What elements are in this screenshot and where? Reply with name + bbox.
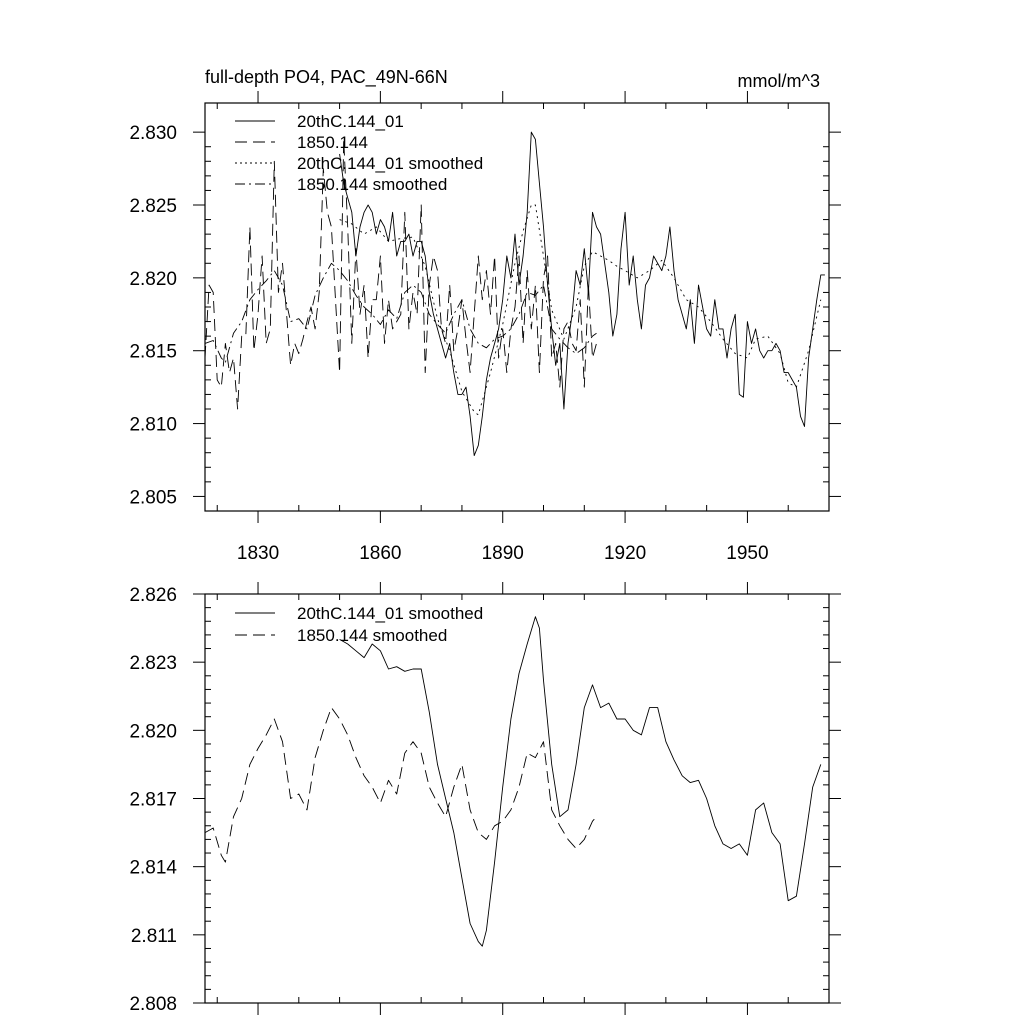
y-tick-label: 2.820 (129, 269, 177, 290)
legend-label: 1850.144 smoothed (297, 175, 447, 194)
y-tick-label: 2.815 (129, 342, 177, 363)
y-tick-label: 2.811 (131, 926, 177, 947)
y-tick-label: 2.814 (129, 858, 177, 879)
y-tick-label: 2.820 (129, 721, 177, 742)
y-tick-label: 2.830 (129, 123, 177, 144)
y-tick-label: 2.810 (129, 415, 177, 436)
y-tick-label: 2.808 (129, 994, 177, 1015)
series-line-20thc-144-01 (339, 131, 825, 457)
y-tick-label: 2.823 (129, 653, 177, 674)
legend-label: 20thC.144_01 smoothed (297, 604, 483, 623)
legend-label: 20thC.144_01 smoothed (297, 154, 483, 173)
plot-frame (204, 593, 830, 1004)
y-tick-label: 2.817 (129, 790, 177, 811)
bottom-chart-panel: 2.808 2.811 2.814 2.817 2.820 2.823 2.826 20thC… (129, 582, 841, 1015)
chart-title: full-depth PO4, PAC_49N-66N (205, 67, 448, 88)
legend-label: 1850.144 smoothed (297, 626, 447, 645)
x-tick-label: 1920 (604, 543, 646, 564)
series-line-1850-144-smoothed (204, 262, 597, 363)
legend-label: 20thC.144_01 (297, 112, 404, 131)
x-tick-label: 1860 (359, 543, 401, 564)
x-tick-label: 1890 (482, 543, 524, 564)
y-tick-label: 2.826 (129, 585, 177, 606)
legend-label: 1850.144 (297, 133, 368, 152)
top-chart-panel: 1830 1860 1890 1920 1950 2.805 2.810 2.815 2.820… (129, 91, 841, 564)
series-line-20thc-144-01-smoothed (339, 204, 822, 416)
series-line-1850-144 (204, 138, 597, 410)
x-tick-label: 1950 (726, 543, 768, 564)
x-tick-label: 1830 (237, 543, 279, 564)
series-line-20thc-144-01-smoothed (339, 616, 822, 947)
units-label: mmol/m^3 (738, 71, 820, 91)
series-line-1850-144-smoothed (204, 707, 597, 863)
y-tick-label: 2.805 (129, 487, 177, 508)
y-tick-label: 2.825 (129, 196, 177, 217)
